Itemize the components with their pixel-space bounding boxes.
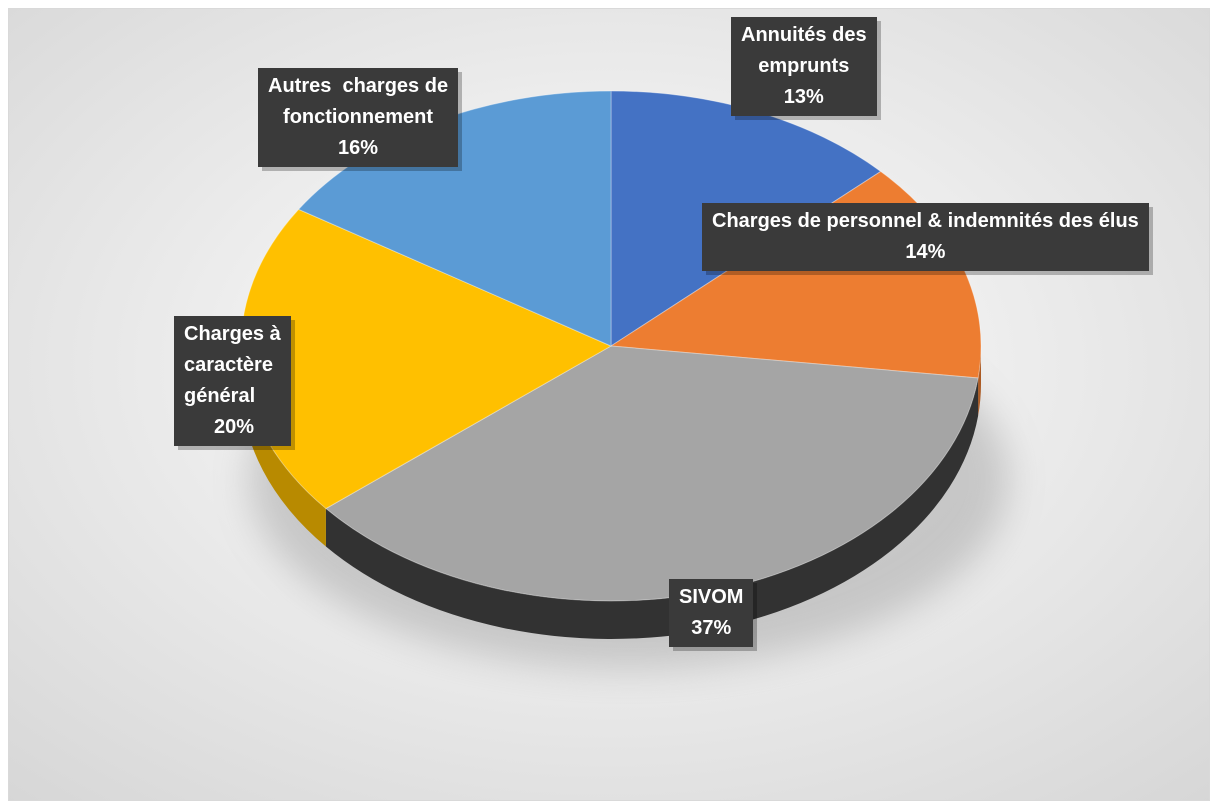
- label-line: Annuités des: [741, 20, 867, 51]
- label-value: 13%: [741, 82, 867, 113]
- data-label-autres-charges: Autres charges de fonctionnement 16%: [258, 68, 458, 167]
- chart-area: Annuités des emprunts 13% Charges de per…: [8, 8, 1210, 801]
- label-value: 14%: [712, 237, 1139, 268]
- data-label-charges-generales: Charges à caractère général 20%: [174, 316, 291, 446]
- label-value: 16%: [268, 133, 448, 164]
- data-label-personnel: Charges de personnel & indemnités des él…: [702, 203, 1149, 271]
- label-line: emprunts: [741, 51, 867, 82]
- label-value: 37%: [679, 613, 743, 644]
- label-line: Autres charges de: [268, 71, 448, 102]
- label-line: Charges à: [184, 319, 281, 350]
- label-line: général: [184, 381, 281, 412]
- label-line: caractère: [184, 350, 281, 381]
- data-label-annuites: Annuités des emprunts 13%: [731, 17, 877, 116]
- label-line: fonctionnement: [268, 102, 448, 133]
- label-line: Charges de personnel & indemnités des él…: [712, 206, 1139, 237]
- data-label-sivom: SIVOM 37%: [669, 579, 753, 647]
- label-line: SIVOM: [679, 582, 743, 613]
- label-value: 20%: [184, 412, 281, 443]
